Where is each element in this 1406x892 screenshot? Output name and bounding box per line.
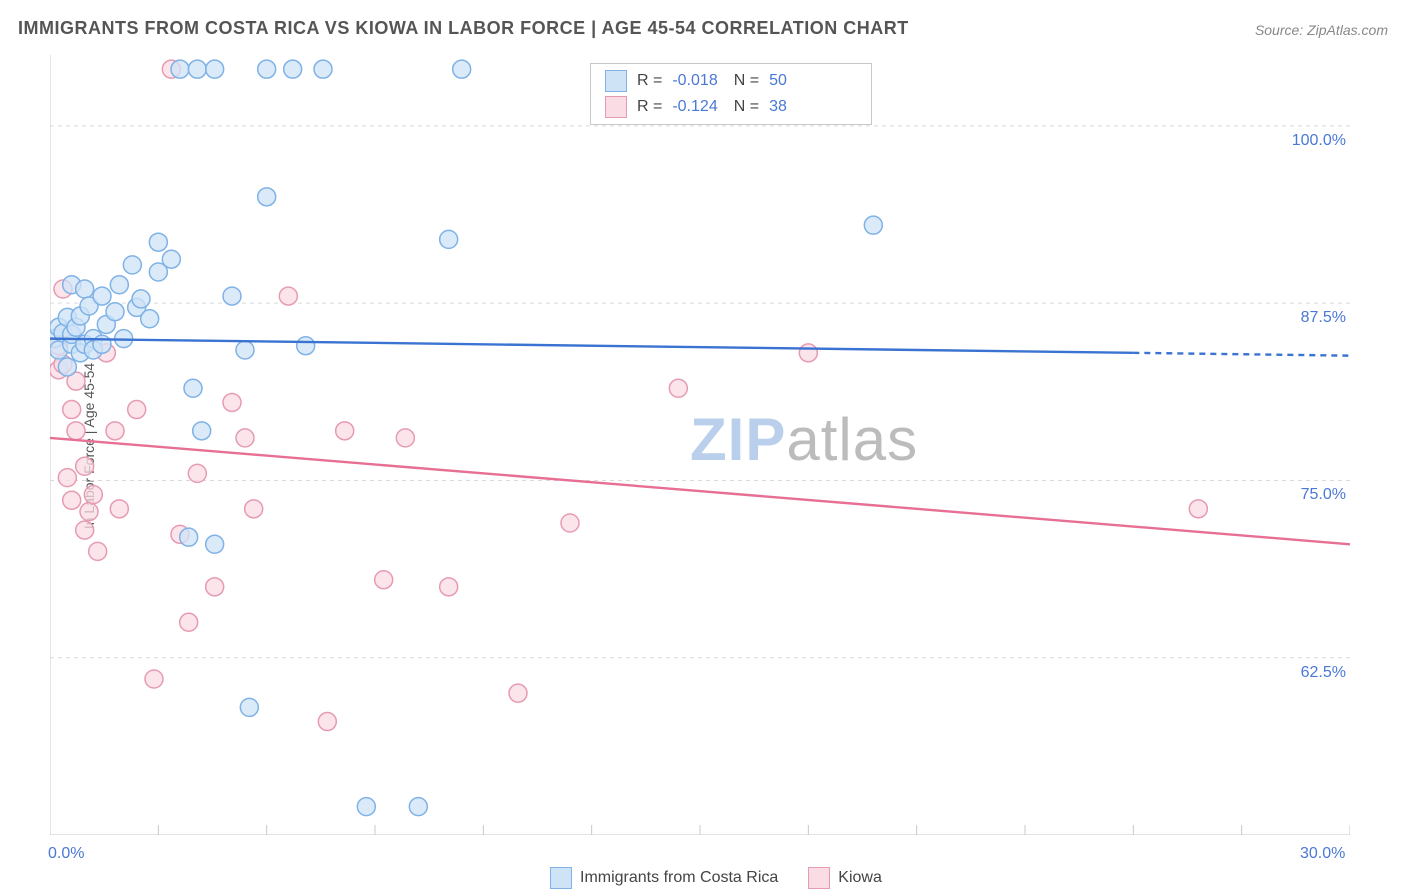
n-value: 38 (769, 98, 787, 116)
y-tick-label: 100.0% (1292, 132, 1346, 150)
y-tick-label: 87.5% (1301, 309, 1346, 327)
legend-swatch (808, 867, 830, 889)
series-name: Kiowa (838, 869, 882, 887)
correlation-row: R = -0.018 N = 50 (591, 68, 871, 94)
source-credit: Source: ZipAtlas.com (1255, 22, 1388, 38)
x-tick-label: 30.0% (1300, 845, 1345, 863)
n-value: 50 (769, 72, 787, 90)
y-tick-label: 62.5% (1301, 664, 1346, 682)
series-legend: Immigrants from Costa Rica Kiowa (550, 867, 882, 889)
series-name: Immigrants from Costa Rica (580, 869, 778, 887)
r-value: -0.018 (672, 72, 717, 90)
series-legend-item: Kiowa (808, 867, 882, 889)
correlation-row: R = -0.124 N = 38 (591, 94, 871, 120)
correlation-legend: R = -0.018 N = 50 R = -0.124 N = 38 (590, 63, 872, 125)
r-label: R = (637, 72, 662, 90)
n-label: N = (734, 72, 759, 90)
r-value: -0.124 (672, 98, 717, 116)
series-legend-item: Immigrants from Costa Rica (550, 867, 778, 889)
n-label: N = (734, 98, 759, 116)
r-label: R = (637, 98, 662, 116)
legend-swatch (605, 96, 627, 118)
scatter-chart (50, 55, 1350, 835)
page-title: IMMIGRANTS FROM COSTA RICA VS KIOWA IN L… (18, 18, 909, 39)
x-tick-label: 0.0% (48, 845, 84, 863)
y-tick-label: 75.0% (1301, 486, 1346, 504)
legend-swatch (605, 70, 627, 92)
chart-area: ZIPatlas R = -0.018N = 50R = -0.124N = 3… (50, 55, 1350, 835)
legend-swatch (550, 867, 572, 889)
